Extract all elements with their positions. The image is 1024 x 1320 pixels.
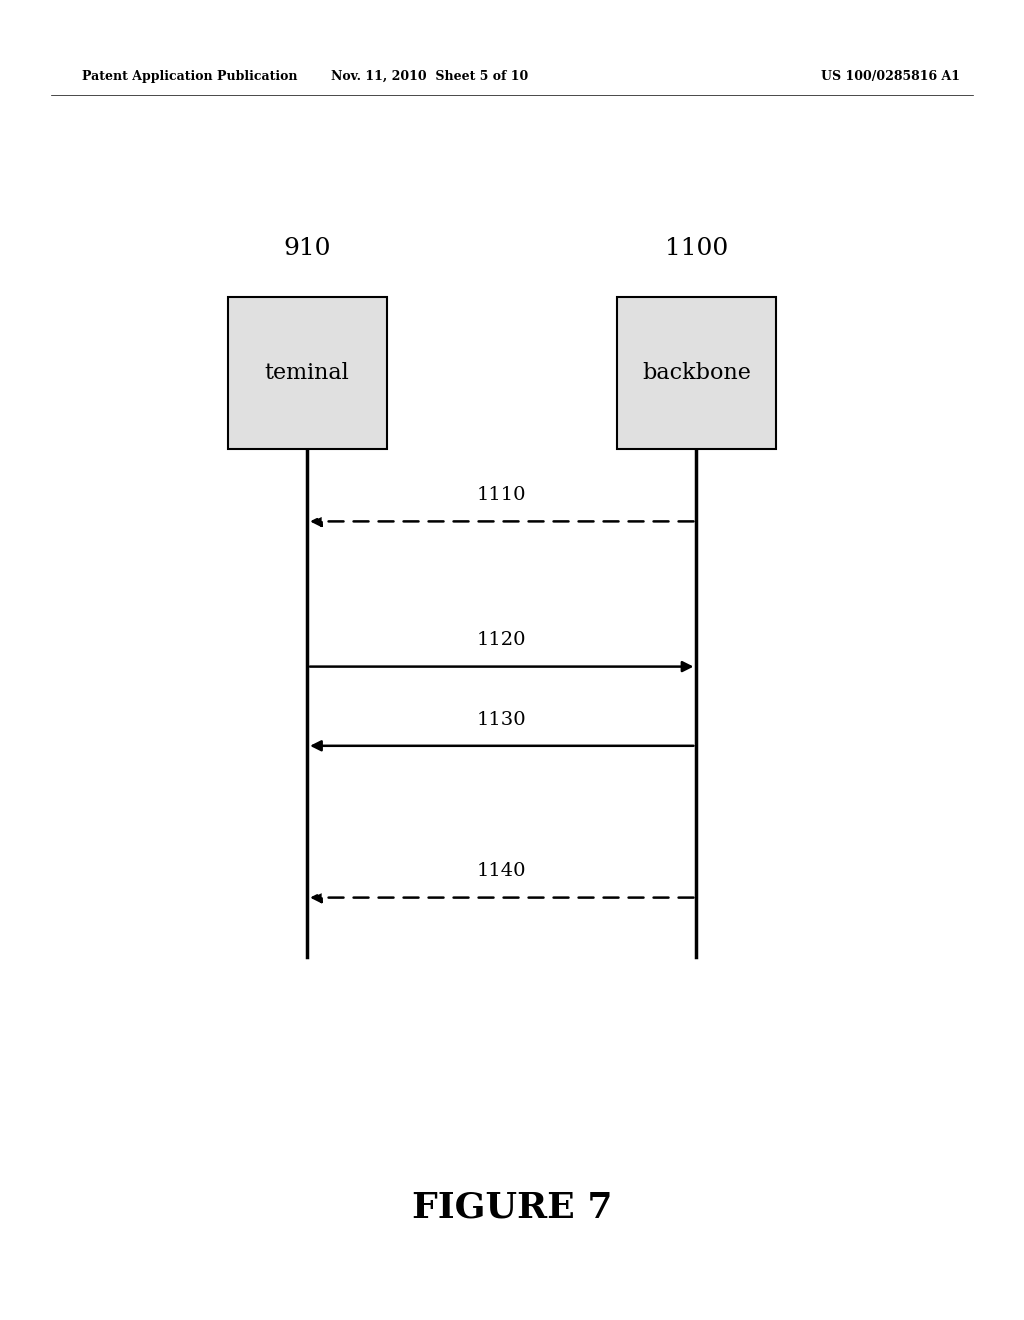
Bar — [227, 297, 386, 449]
Text: 1120: 1120 — [477, 631, 526, 649]
Text: US 100/0285816 A1: US 100/0285816 A1 — [821, 70, 961, 83]
Bar — [616, 297, 776, 449]
Text: 1140: 1140 — [477, 862, 526, 880]
Text: FIGURE 7: FIGURE 7 — [412, 1191, 612, 1225]
Text: backbone: backbone — [642, 362, 751, 384]
Text: Nov. 11, 2010  Sheet 5 of 10: Nov. 11, 2010 Sheet 5 of 10 — [332, 70, 528, 83]
Text: 1100: 1100 — [665, 238, 728, 260]
Text: 1130: 1130 — [477, 710, 526, 729]
Text: teminal: teminal — [265, 362, 349, 384]
Text: 910: 910 — [284, 238, 331, 260]
Text: 1110: 1110 — [477, 486, 526, 504]
Text: Patent Application Publication: Patent Application Publication — [82, 70, 297, 83]
